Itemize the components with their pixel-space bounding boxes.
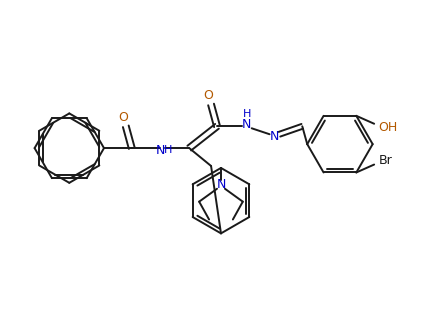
Text: OH: OH [378, 121, 398, 134]
Text: O: O [118, 111, 128, 124]
Text: N: N [242, 118, 251, 131]
Text: N: N [270, 130, 279, 143]
Text: N: N [216, 178, 225, 191]
Text: O: O [203, 89, 213, 102]
Text: Br: Br [379, 154, 393, 167]
Text: N: N [156, 144, 165, 157]
Text: H: H [164, 145, 173, 155]
Text: H: H [243, 109, 251, 120]
